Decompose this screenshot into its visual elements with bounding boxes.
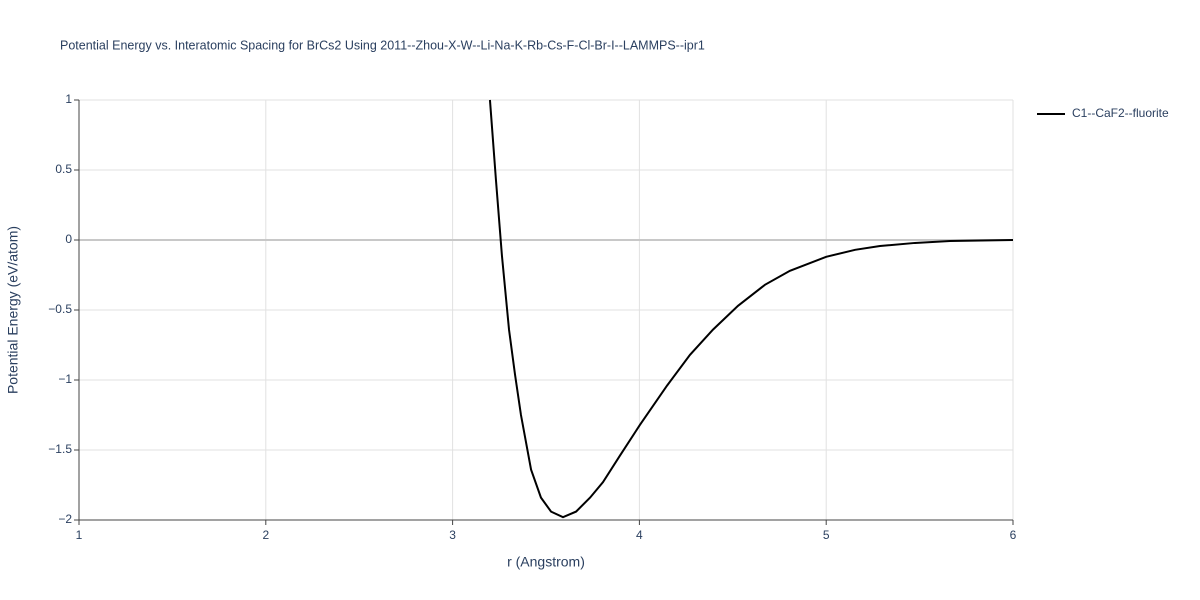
x-tick-label: 3 [449,528,456,542]
x-tick-label: 4 [636,528,643,542]
y-tick-label: −2 [58,512,72,526]
y-tick-label: −1 [58,372,72,386]
x-axis-title: r (Angstrom) [507,554,585,570]
x-tick-label: 2 [262,528,269,542]
line [488,99,1013,519]
y-tick-label: 0 [65,232,72,246]
x-tick-label: 5 [823,528,830,542]
grid: 1 2 3 4 5 6 1 0.5 0 −0.5 −1 −1.5 −2 [48,92,1016,542]
x-tick-label: 6 [1010,528,1017,542]
legend-label: C1--CaF2--fluorite [1072,106,1169,120]
y-tick-label: 0.5 [55,162,72,176]
y-axis-title: Potential Energy (eV/atom) [5,226,21,394]
legend: C1--CaF2--fluorite [1037,106,1169,120]
y-tick-label: 1 [65,92,72,106]
chart-title: Potential Energy vs. Interatomic Spacing… [60,38,705,52]
plot-area [488,99,1013,519]
x-tick-label: 1 [76,528,83,542]
y-tick-label: −0.5 [48,302,72,316]
y-tick-label: −1.5 [48,442,72,456]
